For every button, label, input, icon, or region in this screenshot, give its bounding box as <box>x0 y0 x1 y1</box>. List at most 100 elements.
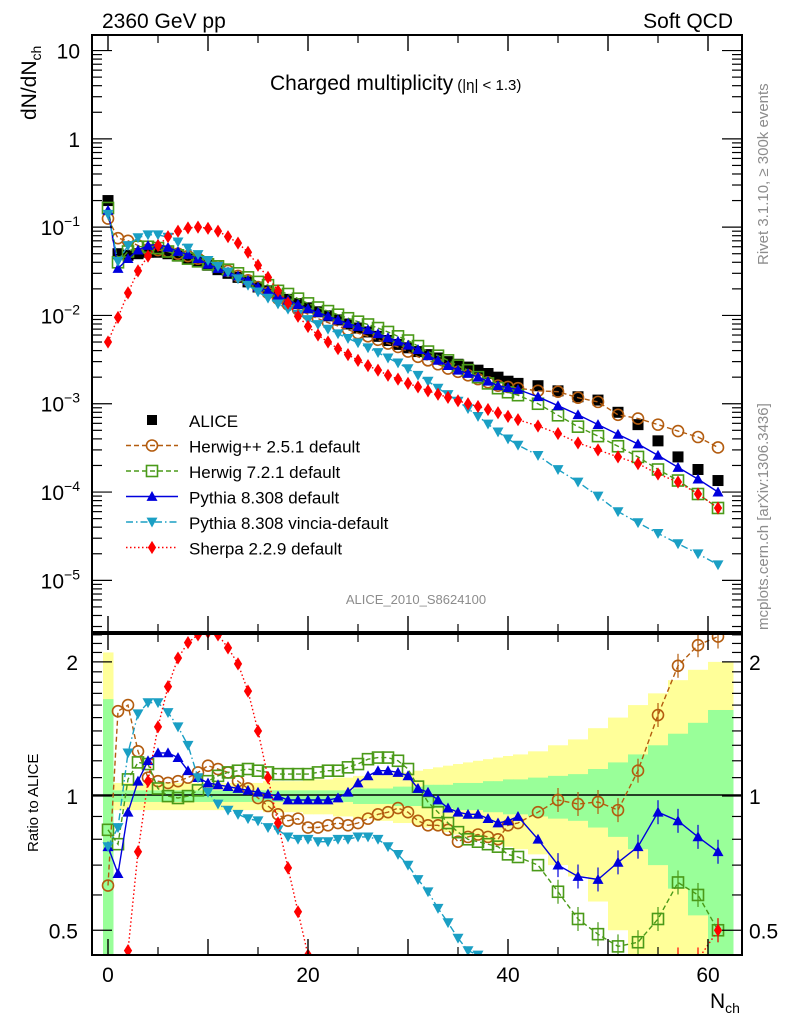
data-point <box>282 794 294 805</box>
data-point <box>512 810 524 821</box>
data-point <box>653 467 663 481</box>
data-point <box>612 507 624 518</box>
data-point <box>302 834 314 845</box>
data-point <box>182 243 194 254</box>
band-inner <box>353 788 364 804</box>
data-point <box>332 792 344 803</box>
data-point <box>283 861 293 875</box>
data-point <box>352 777 364 788</box>
band-inner <box>513 779 529 815</box>
data-point <box>242 784 254 795</box>
data-point <box>263 270 273 284</box>
data-point <box>411 814 425 828</box>
data-point <box>231 764 245 778</box>
data-point <box>303 319 313 334</box>
header-left-label: 2360 GeV pp <box>102 10 226 33</box>
data-point <box>271 767 285 781</box>
ratio-plot: 0.5 0.5 1 1 2 2 0 20 40 60 Ratio to ALICE Nch <box>25 633 778 1016</box>
data-point <box>252 287 264 298</box>
data-point <box>712 475 724 487</box>
data-point <box>381 751 395 764</box>
band-inner <box>473 782 484 811</box>
data-point <box>372 765 384 776</box>
x-tick-label: 40 <box>496 964 519 987</box>
data-point <box>111 704 125 718</box>
data-point <box>133 264 143 278</box>
data-point <box>363 359 373 373</box>
data-point <box>631 764 645 778</box>
data-point <box>461 832 475 846</box>
band-inner <box>403 786 414 807</box>
data-point <box>463 397 473 411</box>
ratio-y-axis-label: Ratio to ALICE <box>25 754 42 852</box>
data-point <box>143 774 153 788</box>
data-point <box>171 791 185 805</box>
band-inner <box>483 781 494 813</box>
data-point <box>173 651 183 665</box>
data-point <box>391 754 405 768</box>
data-point <box>591 795 605 809</box>
data-point <box>473 399 483 414</box>
data-point <box>402 339 414 350</box>
data-point <box>223 641 233 655</box>
data-point <box>613 450 623 464</box>
data-point <box>322 310 334 321</box>
legend: ALICE Herwig++ 2.5.1 default Herwig 7.2.1 … <box>126 412 389 559</box>
y-tick-label: 10 <box>57 41 80 64</box>
data-point <box>212 799 224 810</box>
data-point <box>651 708 665 722</box>
series-line <box>107 214 719 566</box>
data-point <box>172 722 184 733</box>
band-inner <box>363 788 374 804</box>
data-point <box>312 837 324 848</box>
band-inner <box>213 790 224 802</box>
data-point <box>102 195 114 207</box>
data-point <box>132 775 144 786</box>
data-point <box>442 918 454 929</box>
data-point <box>372 328 384 339</box>
data-point <box>202 256 214 266</box>
data-point <box>692 831 704 842</box>
data-point <box>342 333 354 344</box>
data-point <box>163 680 173 694</box>
data-point <box>143 249 153 263</box>
series-sherpa-2-2-9-default <box>103 220 723 515</box>
data-point <box>551 885 565 899</box>
data-point <box>243 684 253 698</box>
data-point <box>571 797 585 811</box>
legend-item: Pythia 8.308 default <box>126 489 340 508</box>
data-point <box>482 368 494 380</box>
ratio-y-tick-label-left: 0.5 <box>49 920 78 943</box>
data-point <box>472 808 484 819</box>
band-inner <box>708 709 734 955</box>
data-point <box>551 385 565 398</box>
data-point <box>632 841 644 852</box>
data-point <box>711 634 725 643</box>
data-point <box>712 846 724 857</box>
ratio-plot-frame <box>91 633 743 956</box>
data-point <box>372 834 384 845</box>
data-point <box>133 845 143 859</box>
data-point <box>152 747 164 758</box>
data-point <box>262 293 274 304</box>
data-point <box>502 815 514 826</box>
data-point <box>121 773 135 786</box>
data-point <box>193 220 203 234</box>
data-point <box>213 634 223 642</box>
data-point <box>453 394 463 408</box>
data-point <box>222 781 234 792</box>
data-point <box>392 358 404 369</box>
data-point <box>612 406 624 418</box>
x-tick-label: 60 <box>696 964 719 987</box>
data-point <box>451 835 465 849</box>
data-point <box>182 765 194 776</box>
data-point <box>652 449 664 460</box>
data-point <box>572 871 584 881</box>
data-point <box>712 560 724 571</box>
data-point <box>503 409 513 423</box>
data-point <box>222 267 234 278</box>
data-point <box>673 475 683 489</box>
data-point <box>413 380 423 394</box>
data-point <box>401 805 415 819</box>
data-point <box>593 443 603 457</box>
